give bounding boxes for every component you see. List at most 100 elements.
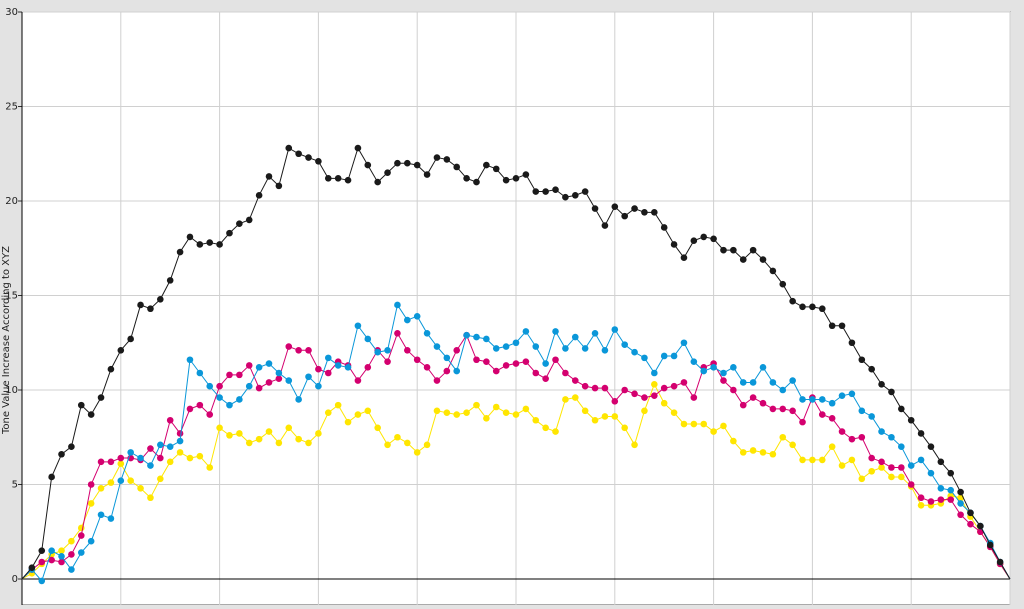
data-point <box>818 396 826 403</box>
data-point <box>542 424 549 432</box>
y-tick-label: 25 <box>5 102 18 113</box>
data-point <box>206 239 214 246</box>
data-point <box>58 450 65 458</box>
data-point <box>868 454 875 462</box>
data-point <box>334 362 342 369</box>
data-point <box>315 365 322 373</box>
data-point <box>87 537 95 545</box>
data-point <box>542 375 549 382</box>
data-point <box>621 212 628 220</box>
data-point <box>453 367 461 375</box>
data-point <box>275 375 283 382</box>
data-point <box>186 405 194 413</box>
data-point <box>670 382 678 390</box>
data-point <box>176 248 184 256</box>
data-point <box>522 405 530 413</box>
data-point <box>670 409 678 416</box>
data-point <box>176 430 184 437</box>
data-point <box>591 416 599 424</box>
data-point <box>374 348 381 356</box>
data-point <box>641 394 648 401</box>
data-point <box>275 439 283 447</box>
data-point <box>255 384 263 392</box>
data-point <box>680 339 688 347</box>
data-point <box>730 386 737 394</box>
data-point <box>295 150 302 158</box>
data-point <box>680 379 688 386</box>
data-point <box>236 430 243 437</box>
data-point <box>216 424 223 432</box>
data-point <box>601 413 609 420</box>
data-point <box>739 449 747 456</box>
data-point <box>87 411 95 418</box>
data-point <box>305 154 312 161</box>
data-point <box>571 394 579 401</box>
data-point <box>137 301 144 309</box>
data-point <box>641 407 648 415</box>
data-point <box>364 161 372 169</box>
data-point <box>127 477 134 485</box>
data-point <box>532 416 540 424</box>
data-point <box>710 428 717 435</box>
data-point <box>532 343 540 350</box>
data-point <box>907 416 915 424</box>
data-point <box>384 347 391 354</box>
y-tick-label: 10 <box>5 385 18 396</box>
data-point <box>433 343 441 350</box>
data-point <box>799 418 806 426</box>
data-point <box>97 511 105 519</box>
data-point <box>265 360 273 367</box>
data-point <box>117 347 125 354</box>
data-point <box>48 473 55 481</box>
data-point <box>977 522 984 530</box>
data-point <box>404 159 411 167</box>
data-point <box>315 382 322 390</box>
data-point <box>206 411 214 418</box>
data-point <box>423 330 431 337</box>
data-point <box>927 443 935 451</box>
data-point <box>621 424 628 432</box>
data-point <box>937 496 945 503</box>
data-point <box>394 433 401 441</box>
data-point <box>413 449 421 456</box>
data-point <box>759 364 767 371</box>
data-point <box>611 326 619 333</box>
data-point <box>157 295 164 303</box>
data-point <box>97 394 105 401</box>
data-point <box>344 176 352 184</box>
data-point <box>779 280 787 288</box>
data-point <box>789 377 796 384</box>
data-point <box>186 233 194 241</box>
data-point <box>631 348 638 356</box>
data-point <box>858 356 866 364</box>
data-point <box>917 430 925 437</box>
data-point <box>147 445 154 452</box>
data-point <box>68 551 75 558</box>
data-point <box>58 558 65 566</box>
data-point <box>591 205 599 212</box>
data-point <box>176 449 184 456</box>
data-point <box>552 428 559 435</box>
data-point <box>542 188 549 195</box>
data-point <box>927 469 935 477</box>
data-point <box>324 409 332 416</box>
data-point <box>512 175 520 182</box>
data-point <box>443 367 451 375</box>
data-point <box>413 312 421 320</box>
data-point <box>48 547 55 554</box>
data-point <box>196 401 204 409</box>
data-point <box>739 256 747 263</box>
data-point <box>305 373 312 381</box>
data-point <box>828 399 836 407</box>
data-point <box>838 322 846 330</box>
data-point <box>443 156 451 163</box>
data-point <box>809 456 816 464</box>
data-point <box>226 432 233 439</box>
data-point <box>137 484 144 492</box>
data-point <box>344 418 352 426</box>
data-point <box>986 541 994 549</box>
data-point <box>799 303 806 311</box>
data-point <box>552 356 559 364</box>
data-point <box>660 352 668 360</box>
data-point <box>552 186 559 193</box>
